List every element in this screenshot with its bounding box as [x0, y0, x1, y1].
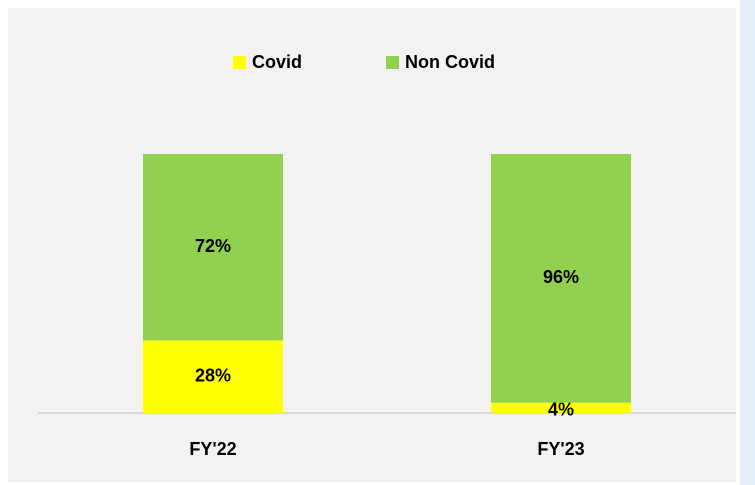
legend-swatch	[386, 56, 399, 69]
x-tick-label: FY'23	[537, 439, 584, 459]
x-tick-label: FY'22	[189, 439, 236, 459]
data-label: 4%	[548, 399, 574, 419]
bar-segment	[491, 154, 631, 403]
legend-label: Covid	[252, 52, 302, 72]
data-label: 72%	[195, 236, 231, 256]
bar-segment	[491, 402, 631, 413]
bar-segment	[143, 154, 283, 341]
side-panel	[740, 0, 755, 485]
data-label: 96%	[543, 267, 579, 287]
legend-swatch	[233, 56, 246, 69]
bar-segment	[143, 340, 283, 413]
legend-label: Non Covid	[405, 52, 495, 72]
data-label: 28%	[195, 365, 231, 385]
